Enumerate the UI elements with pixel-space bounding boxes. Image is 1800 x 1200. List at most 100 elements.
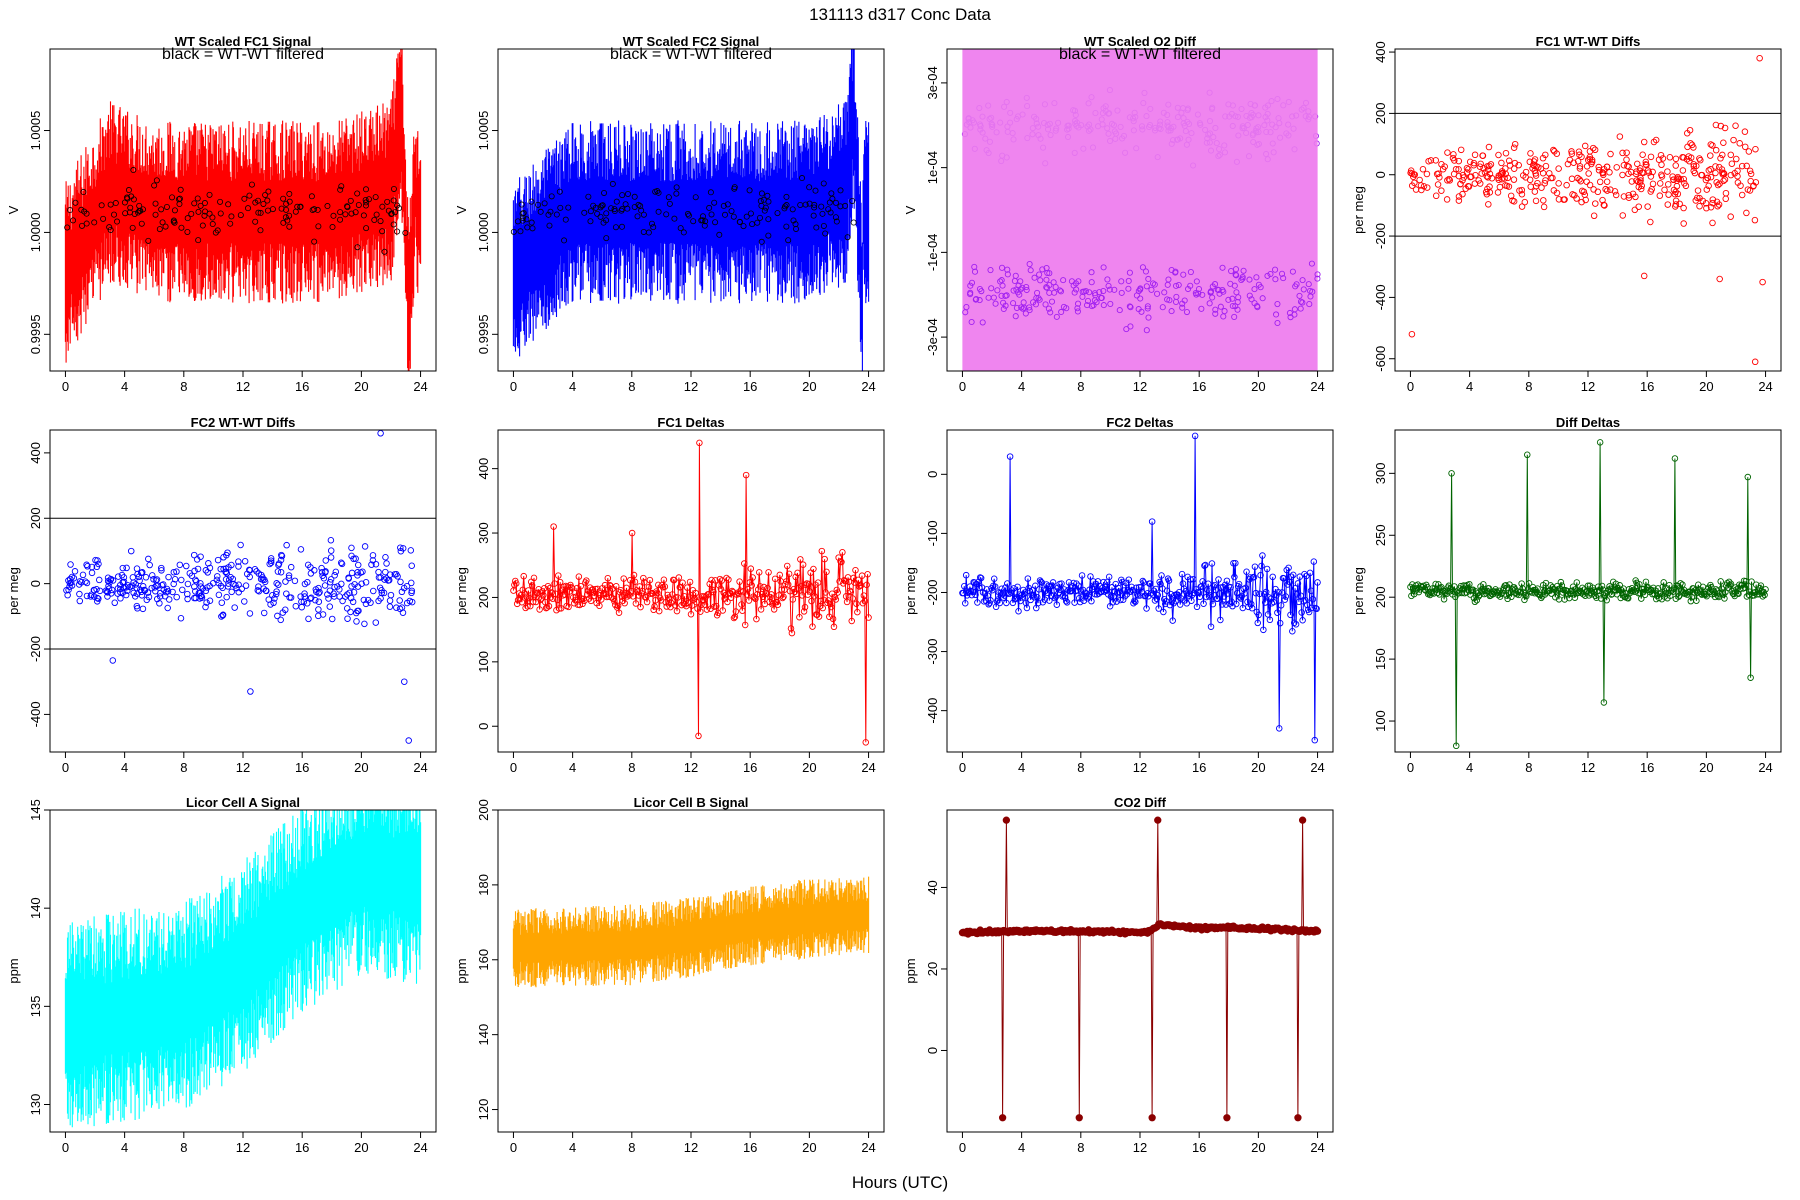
diff-point [1187,268,1194,276]
delta-point [784,562,791,570]
diff-point [303,600,311,607]
diff-point [1470,161,1477,169]
filtered-point [736,219,743,226]
diff-point [275,560,283,567]
delta-point [822,589,829,596]
delta-point [847,588,855,596]
diff-point [1515,161,1522,169]
diff-point [1148,286,1155,293]
delta-point [811,592,818,600]
diff-point [1104,276,1111,283]
diff-point [1623,149,1630,156]
chart-subtitle: black = WT-WT filtered [610,46,772,63]
diff-point [1707,173,1715,181]
filtered-point [217,198,224,205]
filtered-point [556,188,563,195]
chart-title: Diff Deltas [1556,415,1620,430]
filtered-point [762,204,769,211]
filtered-point [379,203,386,210]
delta-point [698,593,706,600]
diff-point [370,587,377,595]
delta-point [1036,577,1044,584]
diff-point [259,574,266,581]
diff-point [66,583,73,590]
delta-point [1172,597,1179,605]
delta-point [1420,582,1427,590]
delta-point [1568,587,1576,595]
diff-point [399,545,407,552]
delta-point [540,591,547,599]
diff-point [1498,175,1505,183]
diff-point [1664,181,1672,188]
filtered-point [528,219,535,226]
diff-point [1702,176,1710,184]
filtered-point [64,224,71,231]
delta-point [569,585,576,592]
diff-point [1747,177,1754,185]
diff-point [1510,176,1518,183]
diff-point [1159,304,1166,311]
x-tick-label: 20 [1699,379,1713,394]
x-tick-label: 0 [1407,760,1414,775]
delta-point [1163,587,1171,595]
delta-point [1190,575,1197,583]
diff-point [319,611,327,618]
diff-point [1056,287,1063,294]
diff-point [1010,300,1017,307]
diff-point [209,579,217,587]
diff-point [1585,170,1592,177]
delta-point [1155,605,1162,612]
y-tick-label: 0.9995 [28,314,43,354]
diff-point [307,570,315,577]
delta-point [557,605,565,612]
delta-point [802,581,810,589]
diff-point [1417,182,1425,189]
diff-point [1410,173,1417,180]
diff-point [223,569,231,577]
diff-point [270,599,277,607]
filtered-point [603,210,610,217]
diff-point [1053,313,1060,320]
delta-point [1157,580,1164,588]
plot-area [64,810,422,1128]
diff-point [108,590,115,597]
filtered-point [529,225,536,232]
diff-point [257,575,265,583]
diff-point [1550,146,1557,154]
diff-point [1198,305,1205,312]
x-tick-label: 24 [1758,379,1772,394]
delta-point [764,584,771,592]
diff-point [1411,171,1419,178]
diff-point [1625,163,1632,170]
diff-point [1034,289,1041,296]
filtered-point [347,197,354,204]
chart-title: Licor Cell B Signal [634,795,749,810]
delta-point [727,594,735,601]
delta-point [548,589,556,596]
diff-point [327,536,335,544]
delta-point [1294,580,1302,587]
delta-point [1304,601,1311,609]
delta-point [825,597,832,604]
delta-point [673,607,681,615]
diff-point [134,570,141,578]
diff-point [1704,174,1711,182]
x-tick-label: 12 [1133,760,1147,775]
filtered-point [837,203,844,210]
delta-point [744,585,752,593]
delta-point [573,584,581,592]
diff-point [348,544,355,552]
delta-point [1087,573,1094,580]
x-tick-label: 24 [861,1140,875,1155]
delta-point [749,574,756,581]
diff-point [251,566,259,573]
diff-point [1694,187,1702,194]
delta-point [1727,580,1735,588]
delta-point [511,581,518,589]
diff-point [1251,286,1258,293]
delta-point [855,576,862,584]
y-axis-label: ppm [454,958,469,983]
diff-point [344,615,351,622]
diff-point [1647,218,1654,226]
filtered-point [362,196,369,203]
